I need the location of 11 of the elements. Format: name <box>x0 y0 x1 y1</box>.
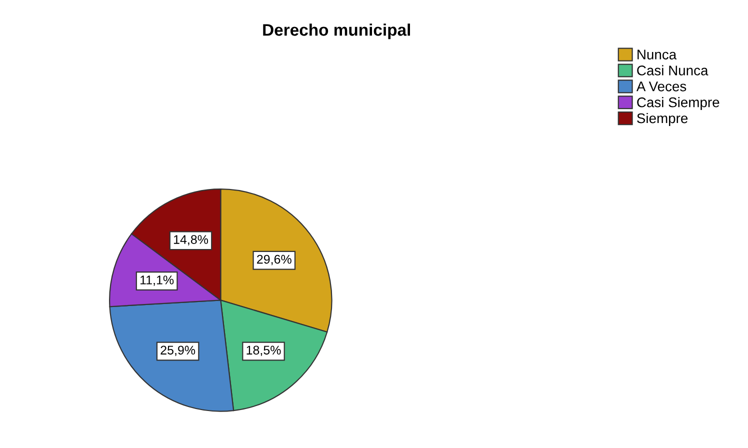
legend-label: Casi Siempre <box>637 97 720 110</box>
data-label: 11,1% <box>140 276 174 286</box>
data-label: 25,9% <box>160 346 196 356</box>
data-label: 18,5% <box>246 346 281 356</box>
chart-title: Derecho municipal <box>263 24 410 40</box>
legend-label: A Veces <box>636 82 686 92</box>
legend-label: Nunca <box>638 50 677 60</box>
legend-label: Casi Nunca <box>637 65 708 76</box>
legend-label: Siempre <box>637 112 688 126</box>
data-label: 29,6% <box>257 254 292 266</box>
data-label: 14,8% <box>174 235 208 246</box>
